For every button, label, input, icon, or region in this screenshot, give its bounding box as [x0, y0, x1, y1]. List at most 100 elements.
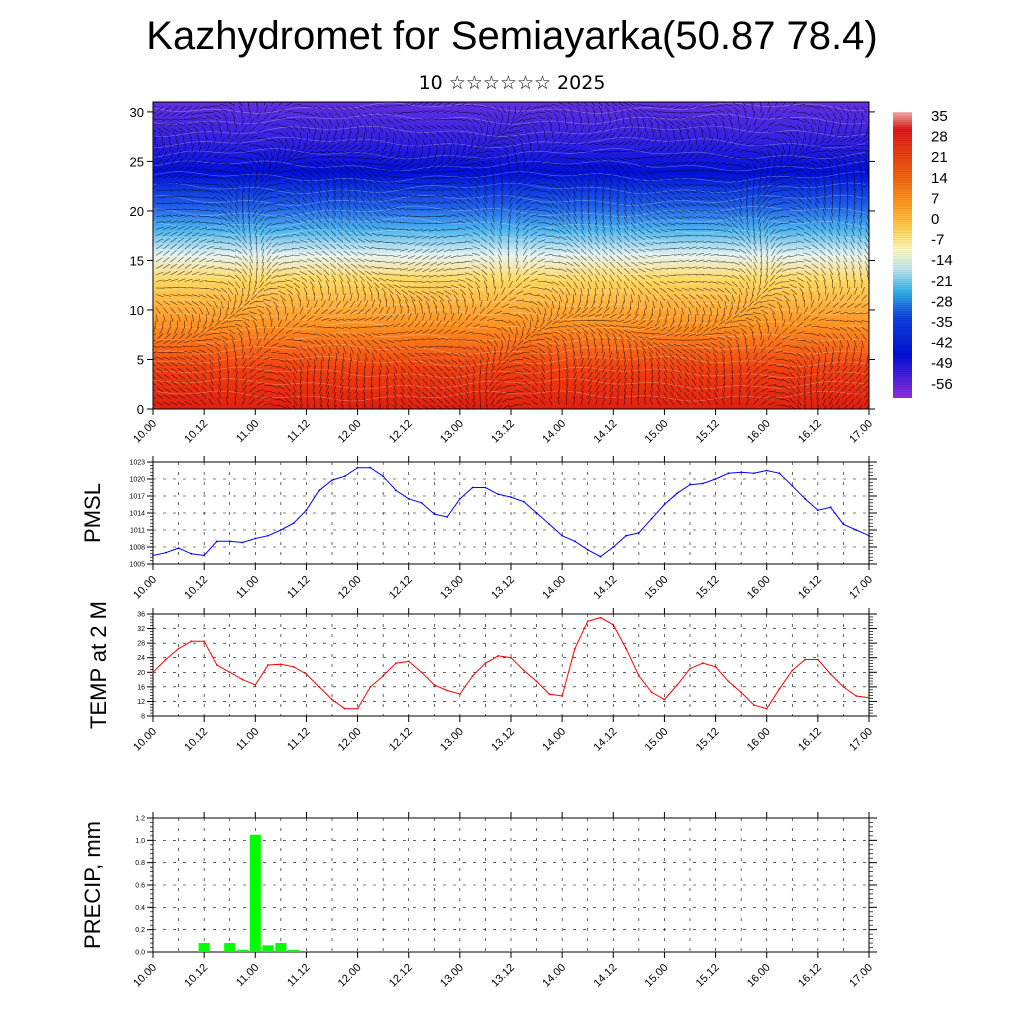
x-tick-label: 13.00: [438, 962, 466, 990]
y-tick-label: 0.8: [135, 860, 145, 867]
colorbar: 35 28 21 14 7 0 -7 -14 -21 -28 -35 -42 -49 -56: [893, 108, 953, 399]
data-point: [522, 669, 525, 672]
data-point: [382, 475, 385, 478]
data-point: [471, 486, 474, 489]
heatmap-contour: [153, 113, 866, 125]
y-tick-label: 1014: [129, 511, 145, 518]
data-point: [561, 534, 564, 537]
data-point: [689, 483, 691, 486]
y-tick-label: 1005: [129, 562, 145, 569]
data-point: [753, 472, 755, 475]
data-point: [267, 534, 269, 537]
y-tick-label: 1020: [129, 477, 145, 484]
data-point: [292, 522, 295, 525]
data-point: [637, 531, 640, 534]
precip-bar: [262, 945, 274, 952]
heatmap-y-tick-label: 5: [137, 352, 144, 367]
x-tick-label: 16.00: [745, 962, 773, 990]
data-point: [676, 684, 679, 686]
x-tick-label: 15.00: [643, 574, 671, 602]
colorbar-strip: [893, 112, 912, 398]
x-tick-label: 12.12: [387, 726, 415, 754]
colorbar-bands: [893, 113, 912, 399]
y-tick-label: 1.0: [135, 838, 145, 845]
x-tick-label: 16.12: [796, 574, 824, 602]
data-point: [574, 647, 576, 650]
data-point: [203, 554, 206, 557]
y-tick-label: 8: [141, 714, 145, 721]
heatmap-x-tick-label: 17.00: [847, 418, 875, 446]
heatmap-y-tick-label: 30: [130, 105, 144, 120]
x-tick-label: 11.12: [285, 726, 312, 753]
data-point: [842, 523, 845, 526]
y-tick-label: 36: [137, 612, 145, 619]
data-point: [586, 548, 589, 551]
pmsl-panel: 1005 1008 1011 1014 1017 1020 1023 10.00 10.12 11…: [80, 456, 877, 602]
heatmap-y-tick-label: 15: [130, 253, 144, 268]
data-point: [497, 493, 500, 496]
heatmap-warm-cell: [534, 301, 651, 409]
data-point: [765, 707, 768, 710]
data-point: [701, 662, 704, 665]
data-point: [804, 658, 806, 661]
x-tick-label: 11.00: [234, 726, 261, 753]
data-point: [254, 537, 257, 540]
data-point: [727, 680, 730, 683]
data-point: [343, 475, 346, 478]
data-point: [407, 660, 410, 663]
data-point: [484, 486, 487, 489]
heatmap-contour: [153, 343, 866, 355]
data-point: [446, 516, 448, 518]
data-point: [164, 551, 167, 554]
colorbar-label: 21: [931, 149, 948, 166]
data-point: [292, 665, 295, 668]
data-point: [637, 675, 640, 677]
heatmap-y-tick-label: 20: [130, 204, 144, 219]
y-tick-label: 1.2: [135, 816, 145, 823]
data-point: [765, 469, 768, 472]
data-point: [842, 685, 845, 688]
heatmap-y-axis: 0 5 10 15 20 25 30: [130, 105, 875, 417]
y-tick-label: 0.2: [135, 927, 145, 934]
data-point: [599, 555, 602, 558]
x-tick-label: 14.12: [591, 962, 619, 990]
data-point: [331, 698, 333, 701]
y-tick-label: 1023: [129, 460, 145, 467]
data-point: [228, 540, 231, 543]
heatmap-x-tick-label: 15.12: [694, 418, 722, 446]
x-tick-label: 13.00: [438, 726, 466, 754]
heatmap-x-tick-label: 14.00: [540, 418, 568, 446]
page-title: Kazhydromet for Semiayarka(50.87 78.4): [146, 14, 878, 58]
temp-panel: 8 12 16 20 24 28 32 36 10.00 10.12 11.00 11.12 12.00…: [86, 601, 877, 754]
data-point: [279, 663, 282, 666]
colorbar-label: 14: [931, 170, 948, 187]
heatmap-contour: [153, 378, 866, 390]
data-point: [586, 620, 589, 623]
data-point: [433, 513, 436, 516]
data-point: [650, 517, 653, 520]
x-tick-label: 16.00: [745, 574, 773, 602]
heatmap-contour: [153, 148, 866, 160]
heatmap-x-tick-label: 16.12: [796, 418, 824, 446]
data-point: [522, 500, 525, 503]
x-tick-label: 12.12: [387, 962, 415, 990]
heatmap-contour: [153, 390, 866, 402]
data-point: [254, 684, 257, 686]
y-tick-label: 1011: [130, 528, 145, 535]
data-point: [816, 509, 819, 512]
data-point: [829, 506, 832, 509]
data-point: [625, 647, 627, 650]
data-point: [305, 509, 308, 512]
data-point: [855, 695, 858, 697]
x-tick-label: 14.00: [540, 726, 568, 754]
x-tick-label: 15.00: [643, 962, 671, 990]
x-tick-label: 15.00: [643, 726, 671, 754]
precip-bar: [288, 949, 300, 952]
data-point: [241, 541, 244, 544]
data-point: [599, 616, 602, 619]
data-point: [753, 704, 755, 706]
y-tick-label: 0.4: [135, 905, 145, 912]
data-point: [216, 540, 218, 543]
colorbar-label: 28: [931, 129, 948, 146]
y-tick-label: 1008: [129, 545, 145, 552]
